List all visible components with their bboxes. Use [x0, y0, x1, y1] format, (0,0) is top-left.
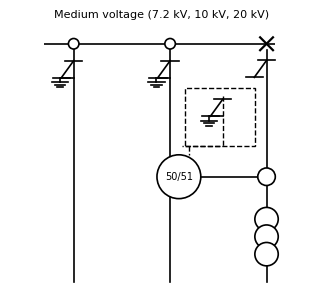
- Circle shape: [165, 39, 175, 49]
- Circle shape: [258, 168, 275, 186]
- Circle shape: [255, 242, 278, 266]
- Circle shape: [255, 225, 278, 248]
- Text: 50/51: 50/51: [165, 172, 193, 182]
- Circle shape: [157, 155, 201, 199]
- Circle shape: [255, 207, 278, 231]
- Text: Medium voltage (7.2 kV, 10 kV, 20 kV): Medium voltage (7.2 kV, 10 kV, 20 kV): [54, 9, 269, 19]
- Circle shape: [68, 39, 79, 49]
